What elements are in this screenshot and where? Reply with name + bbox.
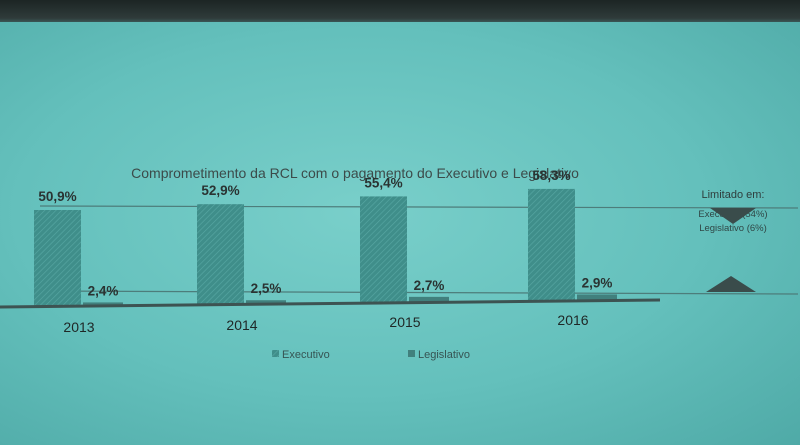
- data-label-executivo-2014: 52,9%: [201, 183, 239, 198]
- chart-title: Comprometimento da RCL com o pagamento d…: [131, 165, 579, 181]
- bar-executivo-2016: [528, 188, 575, 300]
- limit-line-executivo: [39, 205, 799, 209]
- bar-executivo-2015: [360, 196, 407, 302]
- legend: Executivo Legislativo: [272, 349, 470, 361]
- bar-legislativo-2015: [409, 296, 449, 302]
- data-label-legislativo-2013: 2,4%: [88, 283, 119, 298]
- x-tick-2014: 2014: [226, 317, 257, 333]
- limit-legislativo-label: Legislativo (6%): [699, 223, 767, 234]
- limit-line-legislativo: [39, 290, 799, 295]
- bar-legislativo-2016: [577, 294, 617, 300]
- x-tick-2015: 2015: [389, 314, 420, 330]
- legend-swatch-legislativo: [408, 350, 415, 357]
- x-tick-2016: 2016: [557, 312, 588, 328]
- data-label-legislativo-2016: 2,9%: [582, 275, 613, 290]
- legend-label-legislativo: Legislativo: [418, 349, 470, 361]
- limits-title: Limitado em:: [702, 189, 765, 201]
- bar-legislativo-2014: [246, 300, 286, 305]
- bar-executivo-2013: [34, 210, 81, 307]
- legend-swatch-executivo: [272, 350, 279, 357]
- data-label-legislativo-2015: 2,7%: [414, 278, 445, 293]
- data-label-executivo-2015: 55,4%: [364, 175, 402, 190]
- legend-label-executivo: Executivo: [282, 349, 330, 361]
- x-tick-2013: 2013: [63, 319, 94, 335]
- x-axis-baseline: [0, 298, 661, 309]
- bar-executivo-2014: [197, 204, 244, 305]
- arrow-up-icon: [706, 276, 756, 292]
- data-label-legislativo-2014: 2,5%: [251, 281, 282, 296]
- arrow-down-icon: [710, 208, 756, 224]
- limits-box: Limitado em: Executivo (54%) Legislativo…: [698, 189, 768, 292]
- data-label-executivo-2013: 50,9%: [38, 189, 76, 204]
- data-label-executivo-2016: 58,3%: [532, 168, 570, 183]
